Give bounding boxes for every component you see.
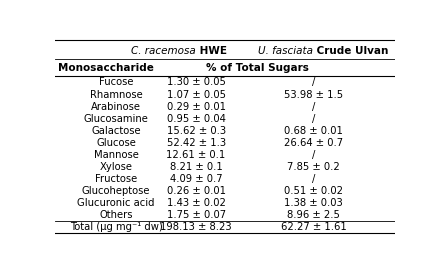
Text: Monosaccharide: Monosaccharide [58, 63, 154, 73]
Text: Glucose: Glucose [96, 138, 136, 148]
Text: 12.61 ± 0.1: 12.61 ± 0.1 [166, 150, 225, 160]
Text: C. racemosa: C. racemosa [131, 46, 196, 56]
Text: 7.85 ± 0.2: 7.85 ± 0.2 [286, 162, 339, 172]
Text: Xylose: Xylose [99, 162, 132, 172]
Text: 1.07 ± 0.05: 1.07 ± 0.05 [166, 90, 225, 100]
Text: Fructose: Fructose [95, 174, 137, 184]
Text: /: / [311, 114, 314, 124]
Text: 1.38 ± 0.03: 1.38 ± 0.03 [283, 198, 342, 208]
Text: Glucosamine: Glucosamine [84, 114, 148, 124]
Text: Galactose: Galactose [91, 126, 141, 136]
Text: % of Total Sugars: % of Total Sugars [205, 63, 308, 73]
Text: 0.29 ± 0.01: 0.29 ± 0.01 [166, 101, 225, 112]
Text: /: / [311, 78, 314, 87]
Text: 8.96 ± 2.5: 8.96 ± 2.5 [286, 210, 339, 220]
Text: Rhamnose: Rhamnose [89, 90, 142, 100]
Text: 0.68 ± 0.01: 0.68 ± 0.01 [283, 126, 342, 136]
Text: 53.98 ± 1.5: 53.98 ± 1.5 [283, 90, 342, 100]
Text: 62.27 ± 1.61: 62.27 ± 1.61 [280, 222, 346, 232]
Text: /: / [311, 101, 314, 112]
Text: 15.62 ± 0.3: 15.62 ± 0.3 [166, 126, 225, 136]
Text: 198.13 ± 8.23: 198.13 ± 8.23 [160, 222, 231, 232]
Text: 0.51 ± 0.02: 0.51 ± 0.02 [283, 186, 342, 196]
Text: 4.09 ± 0.7: 4.09 ± 0.7 [170, 174, 222, 184]
Text: Arabinose: Arabinose [91, 101, 141, 112]
Text: /: / [311, 174, 314, 184]
Text: 1.43 ± 0.02: 1.43 ± 0.02 [166, 198, 225, 208]
Text: Others: Others [99, 210, 133, 220]
Text: Fucose: Fucose [99, 78, 133, 87]
Text: 52.42 ± 1.3: 52.42 ± 1.3 [166, 138, 225, 148]
Text: Glucoheptose: Glucoheptose [81, 186, 150, 196]
Text: Mannose: Mannose [93, 150, 138, 160]
Text: 1.75 ± 0.07: 1.75 ± 0.07 [166, 210, 225, 220]
Text: U. fasciata: U. fasciata [258, 46, 313, 56]
Text: Glucuronic acid: Glucuronic acid [77, 198, 155, 208]
Text: 26.64 ± 0.7: 26.64 ± 0.7 [283, 138, 342, 148]
Text: Total (µg mg⁻¹ dw): Total (µg mg⁻¹ dw) [70, 222, 162, 232]
Text: 0.26 ± 0.01: 0.26 ± 0.01 [166, 186, 225, 196]
Text: Crude Ulvan: Crude Ulvan [313, 46, 388, 56]
Text: 8.21 ± 0.1: 8.21 ± 0.1 [170, 162, 222, 172]
Text: 1.30 ± 0.05: 1.30 ± 0.05 [166, 78, 225, 87]
Text: HWE: HWE [196, 46, 226, 56]
Text: 0.95 ± 0.04: 0.95 ± 0.04 [166, 114, 225, 124]
Text: /: / [311, 150, 314, 160]
